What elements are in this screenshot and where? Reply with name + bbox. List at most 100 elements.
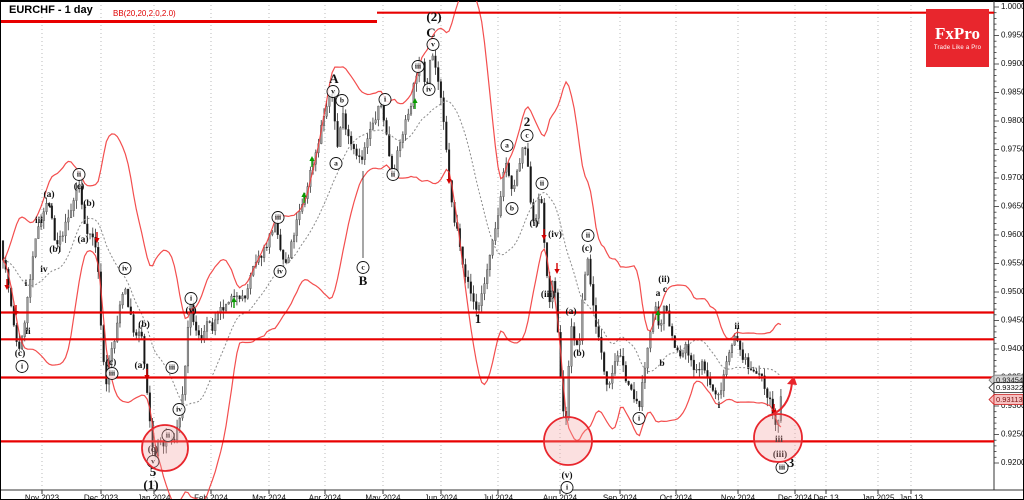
wave-label: iii [169,363,175,372]
candle-body [380,105,383,107]
candle-body [1,240,5,261]
candle-body [676,347,679,351]
wave-label: ii [25,327,31,337]
candle-body [507,162,510,176]
candle-body [624,365,627,382]
candle-body [37,226,40,239]
wave-label: 1 [475,311,482,326]
wave-label-circle [520,129,534,142]
candle-body [589,258,592,285]
wave-label: c [663,285,667,295]
x-tick-label: Dec 2024 [778,494,813,499]
candle-body [766,388,769,398]
wave-label: iii [35,216,43,226]
candle-body [396,150,399,171]
wave-label-circle [356,261,370,274]
x-tick-label: Jan 13 [899,494,924,499]
y-tick-label: 0.94500 [1001,316,1023,325]
candle-body [622,356,625,366]
buy-arrow-icon [655,310,661,315]
x-tick-label: Dec 2023 [84,494,119,499]
candle-body [643,367,646,383]
candle-body [532,202,535,222]
candle-body [586,258,589,276]
header-rule [1,20,377,23]
candle-body [700,361,704,370]
candle-body [238,295,241,300]
candle-body [382,105,385,121]
wave-label: (a) [134,360,145,371]
candle-body [129,306,132,315]
candle-body [477,305,481,310]
candle-body [404,119,407,135]
wave-label: a [505,141,509,150]
candle-body [83,204,86,225]
candle-body [295,219,298,236]
y-tick-label: 0.94000 [1001,344,1023,353]
wave-label-circle [335,94,349,107]
wave-label: (v) [185,305,196,316]
candle-body [363,147,366,160]
x-tick-label: Feb 2024 [194,494,228,499]
candle-body [608,383,611,385]
candle-body [627,380,630,385]
candle-body [53,217,56,241]
candle-body [135,332,138,336]
candle-body [714,390,717,395]
wave-label-circle [105,367,119,380]
candle-body [116,322,119,342]
candle-body [752,369,755,372]
wave-label: (i) [530,218,539,229]
wave-label: ii [734,322,740,332]
candle-body [86,223,89,235]
wave-label: (iii) [541,289,555,300]
wave-label: (c) [582,243,593,254]
buy-arrow-icon [231,297,237,302]
highlight-circle [753,413,803,463]
price-tag-pointer [988,393,995,406]
candle-body [698,369,701,371]
wave-label: (iv) [548,229,562,240]
sell-arrow-icon [541,235,547,240]
wave-label-circle [118,262,132,275]
wave-label: A [329,71,339,86]
candle-body [578,340,581,346]
candle-body [763,375,766,389]
candle-body [597,326,600,338]
candle-body [195,321,198,331]
x-tick-label: Aug 2024 [543,494,578,499]
y-tick-label: 0.98000 [1001,116,1023,125]
candle-body [91,233,94,238]
wave-label: iv [40,265,48,275]
y-tick-label: 0.98500 [1001,88,1023,97]
wave-label: (b) [138,319,150,330]
price-tag [993,394,1023,405]
wave-label-circle [426,38,440,51]
candle-body [88,233,92,235]
candle-body [350,135,353,145]
wave-label: C [426,25,435,40]
candle-body [298,211,301,220]
wave-label: i [25,279,28,289]
candle-body [80,186,83,205]
wave-label: v [431,40,435,49]
candle-body [502,171,505,197]
candle-body [287,257,290,263]
wave-label-circle [560,481,574,494]
wave-label: ii [166,431,170,440]
candle-body [388,134,391,157]
candle-body [143,336,146,365]
x-tick-label: Jul 2024 [483,494,514,499]
wave-label-circle [172,403,186,416]
wave-label: ii [77,170,81,179]
candle-body [494,228,497,241]
candle-body [178,417,181,428]
wave-label-circle [535,177,549,190]
candle-body [241,295,244,300]
fxpro-logo-title: FxPro [934,24,980,43]
candle-body [488,254,491,271]
candle-body [127,288,130,307]
x-tick-label: Sep 2024 [603,494,638,499]
